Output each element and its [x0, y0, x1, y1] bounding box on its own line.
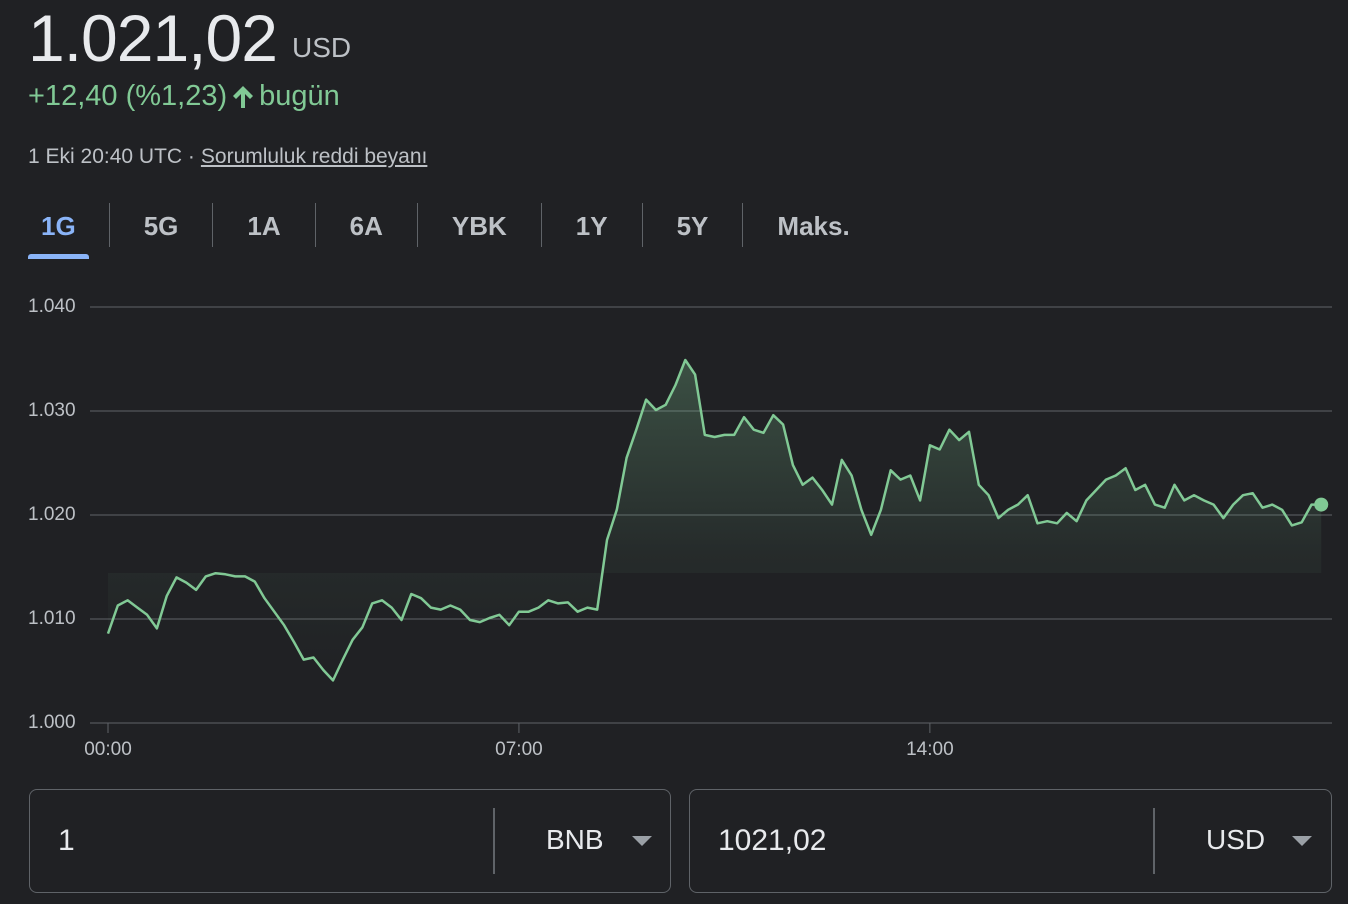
y-tick-label: 1.020	[28, 504, 76, 525]
range-tab[interactable]: 1G	[28, 203, 89, 259]
change: +12,40 (%1,23)	[28, 80, 228, 112]
range-tab[interactable]: 5G	[108, 203, 213, 247]
timestamp: 1 Eki 20:40 UTC ·	[28, 145, 195, 168]
timestamp-row: 1 Eki 20:40 UTC · Sorumluluk reddi beyanı	[28, 145, 427, 169]
range-tab[interactable]: 1A	[212, 203, 314, 247]
to-amount[interactable]: 1021,02	[718, 824, 827, 857]
range-tab[interactable]: YBK	[416, 203, 541, 247]
price-line	[106, 358, 1322, 682]
range-tab[interactable]: 1Y	[540, 203, 642, 247]
range-tabs: 1G 5G 1A 6A YBK 1Y 5Y Maks.	[28, 203, 884, 259]
last-point	[1314, 497, 1329, 512]
x-tick-label: 14:00	[906, 739, 954, 760]
from-amount[interactable]: 1	[58, 824, 75, 857]
y-tick-label: 1.010	[28, 608, 76, 629]
from-box[interactable]: 1 BNB	[29, 789, 671, 893]
dropdown-icon[interactable]	[632, 836, 652, 846]
x-tick-label: 00:00	[84, 739, 132, 760]
currency: USD	[292, 32, 352, 63]
y-tick-label: 1.030	[28, 400, 76, 421]
y-tick-label: 1.040	[28, 296, 76, 317]
x-tick-label: 07:00	[495, 739, 543, 760]
divider	[493, 808, 495, 874]
area	[108, 360, 1322, 681]
y-tick-label: 1.000	[28, 712, 76, 733]
range-tab[interactable]: 5Y	[641, 203, 743, 247]
range-tab[interactable]: Maks.	[742, 203, 883, 247]
disclaimer-link[interactable]: Sorumluluk reddi beyanı	[200, 145, 428, 168]
period: bugün	[259, 80, 340, 112]
to-box[interactable]: 1021,02 USD	[689, 789, 1332, 893]
from-currency[interactable]: BNB	[546, 824, 604, 855]
price: 1.021,02	[28, 1, 278, 75]
dropdown-icon[interactable]	[1292, 836, 1312, 846]
change-row: +12,40 (%1,23) bugün	[28, 80, 340, 113]
range-tab[interactable]: 6A	[314, 203, 417, 247]
up-arrow	[233, 85, 254, 108]
divider	[1153, 808, 1155, 874]
to-currency[interactable]: USD	[1206, 824, 1266, 855]
chart: 1.000 1.010 1.020 1.030 1.040 00:00 07:00 14:00	[28, 296, 1332, 760]
